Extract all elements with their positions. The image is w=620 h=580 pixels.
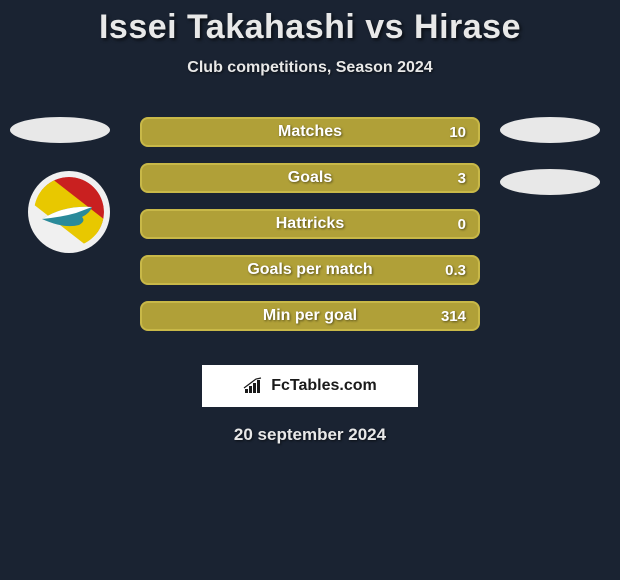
stat-value: 10 [449, 124, 466, 141]
stat-value: 0.3 [445, 262, 466, 279]
stat-label: Goals per match [247, 261, 372, 279]
page-title: Issei Takahashi vs Hirase [0, 8, 620, 47]
stat-label: Hattricks [276, 215, 344, 233]
player2-placeholder-oval-2 [500, 169, 600, 195]
club-logo-bg [28, 171, 110, 253]
subtitle: Club competitions, Season 2024 [0, 59, 620, 77]
brand-box[interactable]: FcTables.com [202, 365, 418, 407]
stat-label: Min per goal [263, 307, 357, 325]
brand-text: FcTables.com [271, 377, 377, 395]
infographic-container: Issei Takahashi vs Hirase Club competiti… [0, 0, 620, 580]
stat-value: 314 [441, 308, 466, 325]
stat-label: Goals [288, 169, 332, 187]
stat-value: 3 [458, 170, 466, 187]
stat-bar-goals-per-match: Goals per match 0.3 [140, 255, 480, 285]
club-logo [28, 171, 110, 253]
stat-bar-goals: Goals 3 [140, 163, 480, 193]
stat-bar-hattricks: Hattricks 0 [140, 209, 480, 239]
player2-placeholder-oval-1 [500, 117, 600, 143]
stat-bar-matches: Matches 10 [140, 117, 480, 147]
stat-label: Matches [278, 123, 342, 141]
brand-chart-icon [243, 377, 265, 395]
stats-block: Matches 10 Goals 3 Hattricks 0 Goals per… [0, 117, 620, 347]
stat-bar-min-per-goal: Min per goal 314 [140, 301, 480, 331]
player1-placeholder-oval [10, 117, 110, 143]
date-line: 20 september 2024 [0, 425, 620, 445]
club-logo-inner [34, 177, 104, 247]
stat-value: 0 [458, 216, 466, 233]
club-logo-svg [34, 177, 104, 247]
